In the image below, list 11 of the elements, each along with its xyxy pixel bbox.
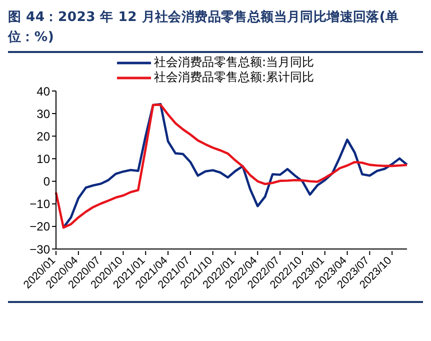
y-tick-label: 30 [36, 106, 50, 121]
y-tick-label: −10 [30, 197, 50, 212]
y-tick-label: 40 [36, 84, 50, 98]
chart-title: 图 44：2023 年 12 月社会消费品零售总额当月同比增速回落(单位：%) [8, 8, 400, 47]
y-tick-label: −30 [30, 242, 50, 256]
y-tick-label: 20 [36, 129, 50, 144]
y-tick-label: −20 [30, 220, 50, 234]
legend-label: 社会消费品零售总额:累计同比 [154, 70, 314, 85]
y-tick-label: 0 [43, 174, 50, 189]
legend-label: 社会消费品零售总额:当月同比 [154, 55, 314, 70]
y-tick-label: 10 [36, 152, 50, 166]
